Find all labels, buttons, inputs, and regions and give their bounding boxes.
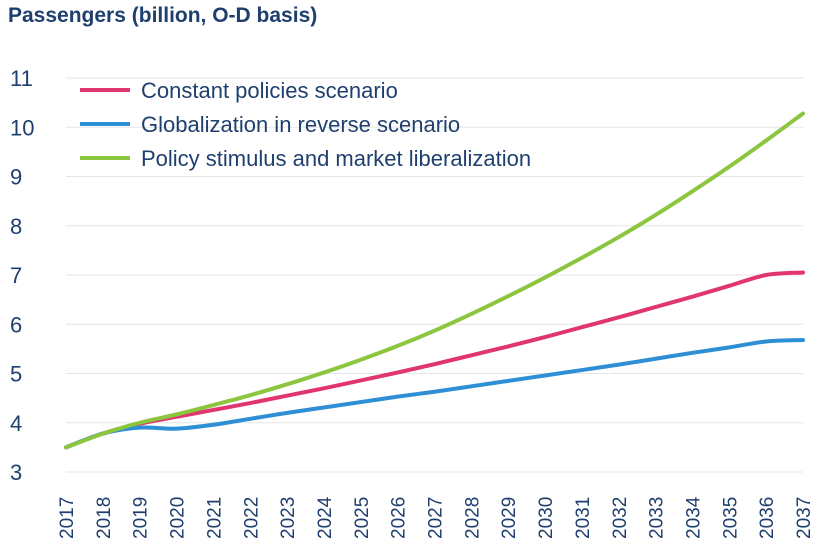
x-tick-label: 2028: [462, 497, 483, 539]
series-line-2: [64, 111, 805, 450]
x-tick-label: 2033: [647, 497, 668, 539]
legend-label: Policy stimulus and market liberalizatio…: [141, 146, 531, 171]
x-tick-label: 2032: [610, 497, 631, 539]
y-tick-label: 10: [10, 115, 34, 140]
x-tick-label: 2027: [426, 497, 447, 539]
x-tick-label: 2017: [57, 497, 78, 539]
y-tick-label: 7: [10, 263, 22, 288]
x-tick-label: 2021: [204, 497, 225, 539]
legend-label: Constant policies scenario: [141, 78, 398, 103]
x-tick-label: 2025: [352, 497, 373, 539]
x-tick-label: 2022: [241, 497, 262, 539]
x-tick-label: 2031: [573, 497, 594, 539]
y-axis-ticks: 3 4 5 6 7 8 9 10 11: [10, 66, 34, 485]
x-tick-label: 2024: [315, 496, 336, 539]
x-tick-label: 2037: [794, 497, 813, 539]
legend-label: Globalization in reverse scenario: [141, 112, 460, 137]
series-line-1: [64, 338, 805, 450]
series-line-0: [64, 270, 805, 450]
y-tick-label: 11: [10, 66, 33, 91]
y-tick-label: 6: [10, 312, 22, 337]
y-tick-label: 5: [10, 362, 22, 387]
x-tick-label: 2029: [499, 497, 520, 539]
x-tick-label: 2018: [94, 497, 115, 539]
x-tick-label: 2020: [168, 497, 189, 539]
legend: Constant policies scenario Globalization …: [80, 78, 531, 171]
y-tick-label: 9: [10, 165, 22, 190]
x-axis-ticks: 2017 2018 2019 2020 2021 2022 2023 2024 2025 2026…: [57, 496, 813, 539]
x-tick-label: 2036: [757, 497, 778, 539]
chart-title: Passengers (billion, O-D basis): [8, 4, 318, 27]
x-tick-label: 2034: [683, 496, 704, 539]
y-tick-label: 3: [10, 460, 22, 485]
x-tick-label: 2023: [278, 497, 299, 539]
gridlines: [66, 77, 803, 473]
y-tick-label: 8: [10, 214, 22, 239]
x-tick-label: 2019: [131, 497, 152, 539]
x-tick-label: 2026: [389, 497, 410, 539]
x-tick-label: 2035: [720, 497, 741, 539]
y-tick-label: 4: [10, 411, 22, 436]
series-lines: [64, 111, 805, 450]
x-tick-label: 2030: [536, 497, 557, 539]
